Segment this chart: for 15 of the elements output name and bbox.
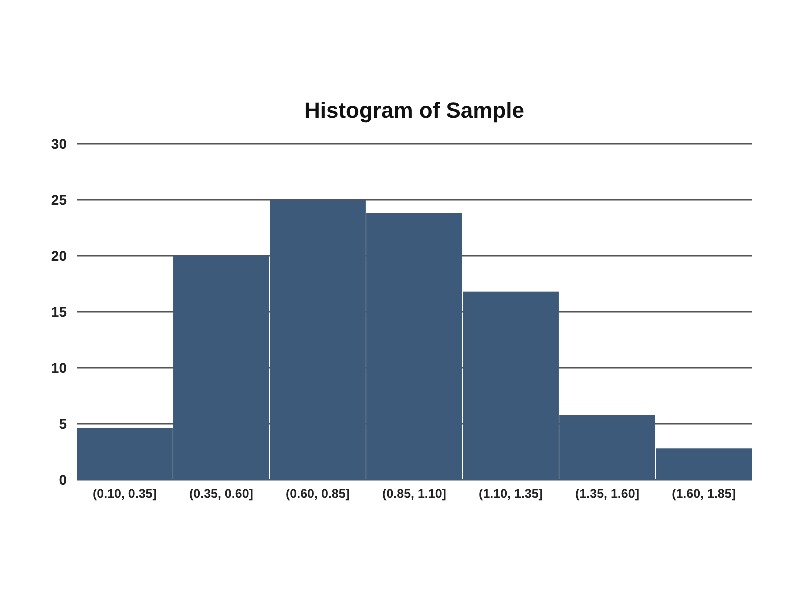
chart-title: Histogram of Sample	[304, 98, 525, 123]
x-tick-label: (1.35, 1.60]	[576, 487, 640, 501]
y-tick-label: 25	[51, 192, 68, 208]
y-tick-label: 0	[59, 472, 68, 488]
y-tick-label: 20	[51, 248, 68, 264]
x-tick-label: (0.10, 0.35]	[92, 487, 157, 501]
x-tick-label: (0.35, 0.60]	[190, 487, 254, 501]
x-tick-label: (1.10, 1.35]	[479, 487, 543, 501]
y-tick-label: 15	[51, 304, 68, 320]
y-tick-label: 10	[51, 360, 68, 376]
x-tick-label: (1.60, 1.85]	[672, 487, 736, 501]
x-tick-label: (0.85, 1.10]	[382, 487, 446, 501]
y-tick-label: 30	[51, 136, 68, 152]
y-tick-label: 5	[59, 416, 68, 432]
x-tick-label: (0.60, 0.85]	[286, 487, 350, 501]
